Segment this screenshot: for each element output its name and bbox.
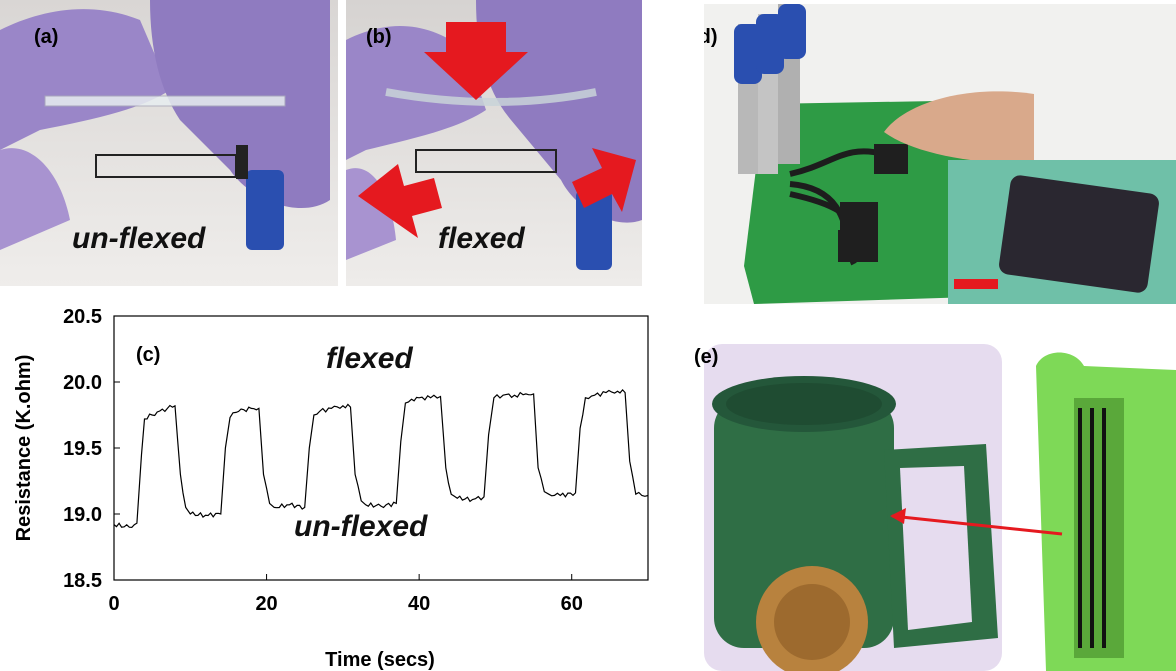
photo-panel-d: (d) [704, 4, 1176, 304]
arrow-left-icon [891, 514, 1063, 536]
photo-panel-a: (a) un-flexed [0, 0, 338, 286]
photo-e-illustration [704, 344, 1176, 671]
x-axis-label: Time (secs) [325, 649, 435, 671]
x-tick-label: 0 [108, 593, 119, 615]
touch-pad-1 [874, 144, 908, 174]
glass-slide-b [385, 88, 597, 106]
sensor-trace-b [415, 149, 557, 173]
photo-b-illustration [346, 0, 642, 286]
arrow-up-left-icon [572, 148, 636, 212]
resistance-series-line [113, 389, 649, 529]
panel-label-e: (e) [694, 346, 719, 368]
finger [884, 91, 1034, 164]
panel-label-c: (c) [136, 344, 161, 366]
y-tick-label: 19.0 [63, 504, 102, 526]
x-tick-label: 60 [561, 593, 583, 615]
panel-label-a: (a) [34, 26, 59, 48]
arrow-down-icon [424, 22, 528, 100]
y-tick-label: 18.5 [63, 570, 102, 592]
touch-pad-2 [840, 202, 878, 234]
glass-slide-a [44, 95, 286, 107]
x-tick-label: 20 [255, 593, 277, 615]
touch-pad-3 [838, 230, 878, 262]
y-tick-label: 19.5 [63, 438, 102, 460]
annotation-flexed: flexed [326, 342, 413, 375]
y-axis-label: Resistance (K.ohm) [13, 355, 35, 542]
panel-label-d: (d) [704, 26, 718, 48]
scale-bar [954, 279, 998, 289]
blue-connector-a [246, 170, 284, 250]
x-tick-label: 40 [408, 593, 430, 615]
blue-connector-d [734, 24, 762, 84]
annotation-un-flexed: un-flexed [294, 510, 428, 543]
caption-flexed-b: flexed [438, 222, 525, 255]
arrow-up-right-icon [358, 164, 442, 238]
photo-panel-b: (b) flexed [346, 0, 642, 286]
caption-un-flexed-a: un-flexed [72, 222, 206, 255]
inset-pad [999, 175, 1159, 293]
photo-a-illustration [0, 0, 338, 286]
photo-d-illustration [704, 4, 1176, 304]
y-tick-label: 20.0 [63, 372, 102, 394]
panel-label-b: (b) [366, 26, 392, 48]
chart-panel-c: 0 20 40 60 18.5 19.0 19.5 20.0 20.5 Time (secs) … [0, 298, 660, 671]
y-tick-label: 20.5 [63, 306, 102, 328]
blue-connector-b [576, 190, 612, 270]
photo-panel-e: (e) [694, 338, 1176, 671]
